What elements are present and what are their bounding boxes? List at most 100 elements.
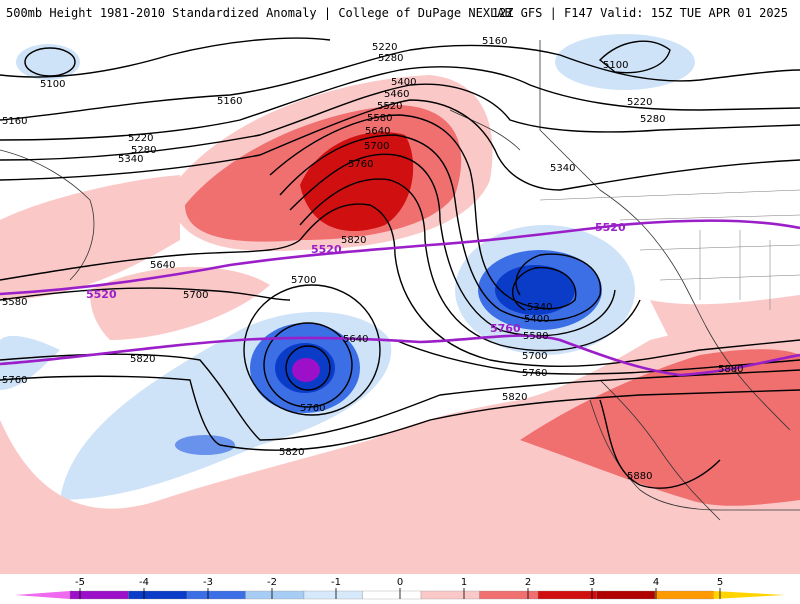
colorbar-segment bbox=[537, 590, 597, 600]
colorbar-tick-label: -3 bbox=[203, 577, 213, 588]
contour-label: 5340 bbox=[550, 163, 575, 174]
contour-label: 5700 bbox=[291, 275, 316, 286]
contour-5520 bbox=[289, 153, 616, 337]
colorbar-tick-label: 1 bbox=[461, 577, 467, 588]
contour-5100-nw bbox=[24, 47, 76, 77]
contour-5400 bbox=[269, 114, 577, 311]
colorbar-segment bbox=[69, 590, 129, 600]
contour-5220 bbox=[0, 66, 800, 141]
pos-anomaly-ridge-core bbox=[300, 132, 414, 231]
contour-5760 bbox=[0, 353, 800, 441]
contour-label: 5280 bbox=[378, 53, 403, 64]
contour-5700-low bbox=[243, 284, 381, 416]
colorbar-segments bbox=[15, 590, 785, 600]
contour-label: 5640 bbox=[343, 334, 368, 345]
colorbar-tick-label: 5 bbox=[717, 577, 723, 588]
contour-label: 5280 bbox=[131, 145, 156, 156]
reference-label-5520: 5520 bbox=[311, 243, 342, 256]
contour-label: 5520 bbox=[377, 101, 402, 112]
contour-label: 5580 bbox=[367, 113, 392, 124]
reference-label-layer: 5520 5520 5520 5760 bbox=[86, 221, 626, 335]
contour-label: 5820 bbox=[130, 354, 155, 365]
contour-5700-e bbox=[394, 339, 800, 375]
contour-label: 5160 bbox=[482, 36, 507, 47]
colorbar-segment bbox=[596, 590, 656, 600]
neg-anomaly-trough-core bbox=[495, 265, 575, 315]
contour-label: 5220 bbox=[128, 133, 153, 144]
colorbar-segment bbox=[420, 590, 480, 600]
colorbar-tick-label: -5 bbox=[75, 577, 85, 588]
colorbar-tick-label: -4 bbox=[139, 577, 149, 588]
contour-label: 5340 bbox=[527, 302, 552, 313]
line-5760 bbox=[0, 334, 800, 377]
pos-anomaly-light-band bbox=[90, 266, 270, 340]
contour-5340 bbox=[0, 99, 800, 191]
colorbar-svg: -5 -4 -3 -2 -1 0 1 2 3 4 5 bbox=[15, 577, 785, 600]
contour-label: 5340 bbox=[118, 154, 143, 165]
contour-5100-ne bbox=[598, 40, 671, 74]
contour-5700-w bbox=[0, 287, 291, 301]
contour-5580 bbox=[299, 178, 641, 352]
neg-anomaly-small bbox=[175, 435, 235, 455]
contour-5100-west bbox=[0, 37, 331, 78]
anomaly-map: 5100 5100 5160 5160 5160 5220 5220 5220 … bbox=[0, 26, 800, 574]
contour-label: 5760 bbox=[522, 368, 547, 379]
pos-anomaly-east-light bbox=[650, 295, 800, 344]
contour-5760-low bbox=[285, 345, 331, 391]
model-run-info: 12Z GFS | F147 Valid: 15Z TUE APR 01 202… bbox=[491, 6, 788, 20]
contour-label: 5880 bbox=[627, 471, 652, 482]
colorbar-tick-label: 3 bbox=[589, 577, 595, 588]
colorbar-tick-label: 2 bbox=[525, 577, 531, 588]
pos-anomaly-west-light bbox=[0, 175, 180, 300]
contour-label: 5400 bbox=[524, 314, 549, 325]
anomaly-shading bbox=[0, 34, 800, 574]
colorbar-segment bbox=[654, 590, 714, 600]
coastlines bbox=[0, 40, 800, 521]
contour-label-layer: 5100 5100 5160 5160 5160 5220 5220 5220 … bbox=[2, 36, 743, 482]
contour-label: 5700 bbox=[522, 351, 547, 362]
colorbar-tick-label: 0 bbox=[397, 577, 403, 588]
colorbar-extend-high bbox=[713, 591, 785, 599]
contour-label: 5460 bbox=[384, 89, 409, 100]
contour-label: 5160 bbox=[217, 96, 242, 107]
contour-label: 5100 bbox=[603, 60, 628, 71]
contour-label: 5160 bbox=[2, 116, 27, 127]
contour-label: 5220 bbox=[372, 42, 397, 53]
contour-label: 5820 bbox=[502, 392, 527, 403]
neg-anomaly-low-peak bbox=[292, 358, 320, 382]
contour-label: 5100 bbox=[40, 79, 65, 90]
colorbar-segment bbox=[303, 590, 363, 600]
contour-label: 5580 bbox=[2, 297, 27, 308]
line-5520 bbox=[0, 219, 800, 296]
contour-label: 5220 bbox=[627, 97, 652, 108]
contour-label: 5580 bbox=[523, 331, 548, 342]
contour-5640-low bbox=[263, 322, 353, 408]
reference-label-5760: 5760 bbox=[490, 322, 521, 335]
contour-label: 5640 bbox=[150, 260, 175, 271]
colorbar-extend-low bbox=[15, 591, 70, 599]
neg-anomaly-ne bbox=[555, 34, 695, 90]
colorbar-tick-label: 4 bbox=[653, 577, 659, 588]
colorbar-segment bbox=[128, 590, 188, 600]
contour-5820 bbox=[0, 375, 800, 451]
contour-label: 5760 bbox=[348, 159, 373, 170]
contour-5160 bbox=[0, 44, 800, 121]
colorbar-tick-label: -1 bbox=[331, 577, 341, 588]
colorbar-segment bbox=[186, 590, 246, 600]
contour-5460 bbox=[279, 134, 602, 322]
contour-label: 5700 bbox=[364, 141, 389, 152]
contour-label: 5640 bbox=[365, 126, 390, 137]
pos-anomaly-southeast-mid bbox=[520, 349, 800, 506]
map-canvas: 5100 5100 5160 5160 5160 5220 5220 5220 … bbox=[0, 34, 800, 574]
colorbar-segment bbox=[479, 590, 539, 600]
neg-anomaly-w-edge bbox=[0, 335, 60, 390]
contour-label: 5760 bbox=[2, 375, 27, 386]
reference-label-5520: 5520 bbox=[595, 221, 626, 234]
contour-5880 bbox=[599, 399, 721, 489]
map-header: 500mb Height 1981-2010 Standardized Anom… bbox=[0, 0, 800, 26]
colorbar: -5 -4 -3 -2 -1 0 1 2 3 4 5 bbox=[0, 574, 800, 600]
pos-anomaly-south-light bbox=[0, 300, 800, 574]
contour-label: 5280 bbox=[640, 114, 665, 125]
colorbar-ticks: -5 -4 -3 -2 -1 0 1 2 3 4 5 bbox=[75, 577, 723, 599]
